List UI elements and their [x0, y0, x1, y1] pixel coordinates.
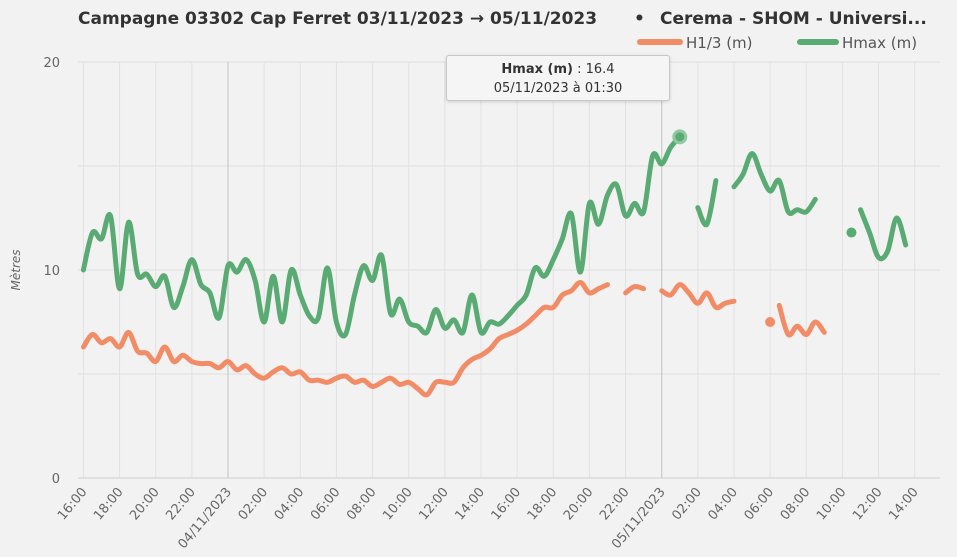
y-tick-label: 0: [52, 472, 60, 487]
title-separator: •: [634, 9, 645, 29]
legend-item-h13[interactable]: H1/3 (m): [637, 34, 753, 52]
series-h13-line[interactable]: [80, 280, 610, 398]
chart-subtitle: Cerema - SHOM - Universi...: [660, 9, 927, 29]
tooltip-date: 05/11/2023 à 01:30: [493, 81, 623, 96]
series-hmax-line[interactable]: [731, 151, 818, 216]
y-axis-label: Mètres: [9, 249, 23, 290]
series-layer: [80, 129, 909, 398]
tooltip: Hmax (m) : 16.4 05/11/2023 à 01:30: [446, 55, 670, 101]
series-h13-line[interactable]: [659, 282, 737, 311]
hover-point-marker[interactable]: [672, 129, 688, 145]
series-hmax-line[interactable]: [695, 178, 719, 228]
legend: H1/3 (m) Hmax (m): [637, 34, 917, 52]
series-hmax-point[interactable]: [846, 227, 857, 238]
y-tick-label: 20: [43, 56, 60, 71]
tooltip-series-label: Hmax (m): [501, 62, 573, 77]
tooltip-separator: :: [572, 62, 586, 77]
series-h13-point[interactable]: [765, 317, 776, 327]
series-h13-line[interactable]: [776, 302, 827, 338]
chart-title: Campagne 03302 Cap Ferret 03/11/2023 → 0…: [78, 9, 597, 29]
tooltip-value: 16.4: [585, 62, 615, 77]
legend-item-hmax[interactable]: Hmax (m): [797, 34, 917, 52]
y-tick-label: 10: [43, 264, 60, 279]
series-h13-line[interactable]: [623, 283, 647, 296]
series-hmax-line[interactable]: [858, 207, 909, 262]
legend-label-hmax: Hmax (m): [842, 34, 917, 52]
series-hmax-line[interactable]: [80, 134, 683, 339]
legend-label-h13: H1/3 (m): [686, 34, 753, 52]
